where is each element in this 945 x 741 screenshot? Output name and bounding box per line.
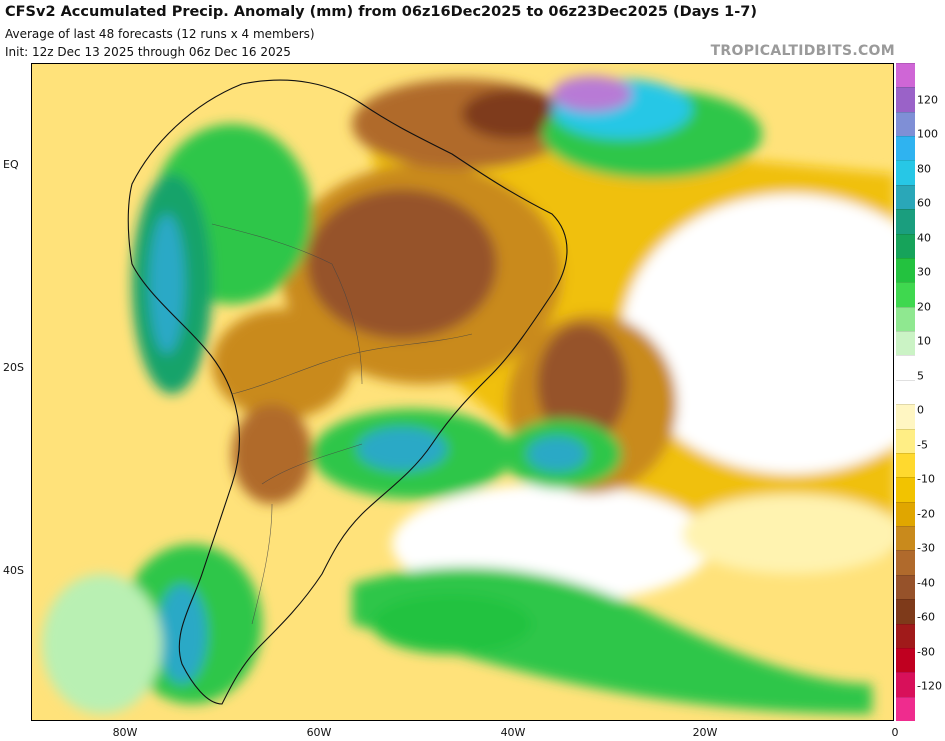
colorbar-segment	[896, 306, 915, 332]
paraguay-dry	[232, 404, 312, 504]
colorbar-label: 80	[917, 162, 931, 176]
colorbar-segment	[896, 550, 915, 576]
colorbar	[896, 63, 915, 722]
colorbar-segment	[896, 63, 915, 88]
colorbar-label: 30	[917, 265, 931, 279]
lat-label-20s: 20S	[3, 361, 24, 374]
colorbar-label: -120	[917, 679, 942, 693]
colorbar-segment	[896, 331, 915, 356]
colorbar-segment	[896, 599, 915, 624]
colorbar-segment	[896, 647, 915, 673]
colorbar-label: -80	[917, 645, 935, 659]
colorbar-segment	[896, 87, 915, 113]
lon-label-60w: 60W	[306, 726, 332, 739]
amazon-dry-core	[307, 189, 497, 339]
colorbar-label: 100	[917, 127, 938, 141]
colorbar-segment	[896, 428, 915, 454]
colorbar-segment	[896, 209, 915, 235]
patagonia-wettest	[157, 584, 207, 684]
colorbar-segment	[896, 477, 915, 503]
colorbar-segment	[896, 404, 915, 430]
colorbar-segment	[896, 501, 915, 527]
colorbar-segment	[896, 184, 915, 210]
colorbar-segment	[896, 233, 915, 259]
colorbar-segment	[896, 111, 915, 137]
map-panel	[31, 63, 894, 721]
colorbar-segment	[896, 574, 915, 600]
lon-label-20w: 20W	[692, 726, 718, 739]
continent-outline	[127, 79, 568, 705]
north-atlantic-extreme	[552, 76, 632, 112]
offshore-wettest	[527, 436, 587, 472]
lon-label-40w: 40W	[500, 726, 526, 739]
colorbar-label: 60	[917, 196, 931, 210]
colorbar-segment	[896, 136, 915, 161]
colorbar-label: -20	[917, 507, 935, 521]
colorbar-label: -30	[917, 541, 935, 555]
neutral-east-atlantic	[622, 194, 893, 474]
colorbar-label: 120	[917, 93, 938, 107]
north-coast-dry-core	[462, 89, 562, 139]
lon-label-0: 0	[891, 726, 899, 739]
colorbar-segment	[896, 526, 915, 551]
colorbar-segment	[896, 282, 915, 308]
colorbar-segment	[896, 623, 915, 649]
precip-anomaly-map	[32, 64, 893, 720]
colorbar-label: 20	[917, 300, 931, 314]
colorbar-segment	[896, 452, 915, 478]
lat-label-40s: 40S	[3, 564, 24, 577]
lon-label-80w: 80W	[112, 726, 138, 739]
southern-wet-core	[372, 594, 532, 654]
southwest-light-wet	[42, 574, 162, 714]
colorbar-segment	[896, 672, 915, 698]
colorbar-label: -60	[917, 610, 935, 624]
colorbar-label: 40	[917, 231, 931, 245]
chart-title: CFSv2 Accumulated Precip. Anomaly (mm) f…	[5, 4, 758, 20]
colorbar-label: -5	[917, 438, 928, 452]
bolivia-dry	[212, 309, 352, 419]
colorbar-label: 0	[917, 403, 924, 417]
chart-init-time: Init: 12z Dec 13 2025 through 06z Dec 16…	[5, 45, 291, 59]
chart-subtitle: Average of last 48 forecasts (12 runs x …	[5, 27, 315, 41]
colorbar-segment	[896, 379, 915, 405]
neutral-southeast	[682, 494, 893, 574]
colorbar-label: -10	[917, 472, 935, 486]
colorbar-segment	[896, 355, 915, 381]
colorbar-label: -40	[917, 576, 935, 590]
colorbar-segment	[896, 696, 915, 722]
south-brazil-wettest	[357, 427, 447, 471]
colorbar-label: 5	[917, 369, 924, 383]
east-brazil-dry-core	[537, 324, 627, 444]
lat-label-eq: EQ	[3, 158, 19, 171]
colorbar-label: 10	[917, 334, 931, 348]
colorbar-segment	[896, 160, 915, 186]
brand-watermark: TROPICALTIDBITS.COM	[710, 43, 895, 59]
country-borders	[211, 223, 473, 625]
colorbar-segment	[896, 257, 915, 283]
andes-wettest	[149, 214, 185, 354]
